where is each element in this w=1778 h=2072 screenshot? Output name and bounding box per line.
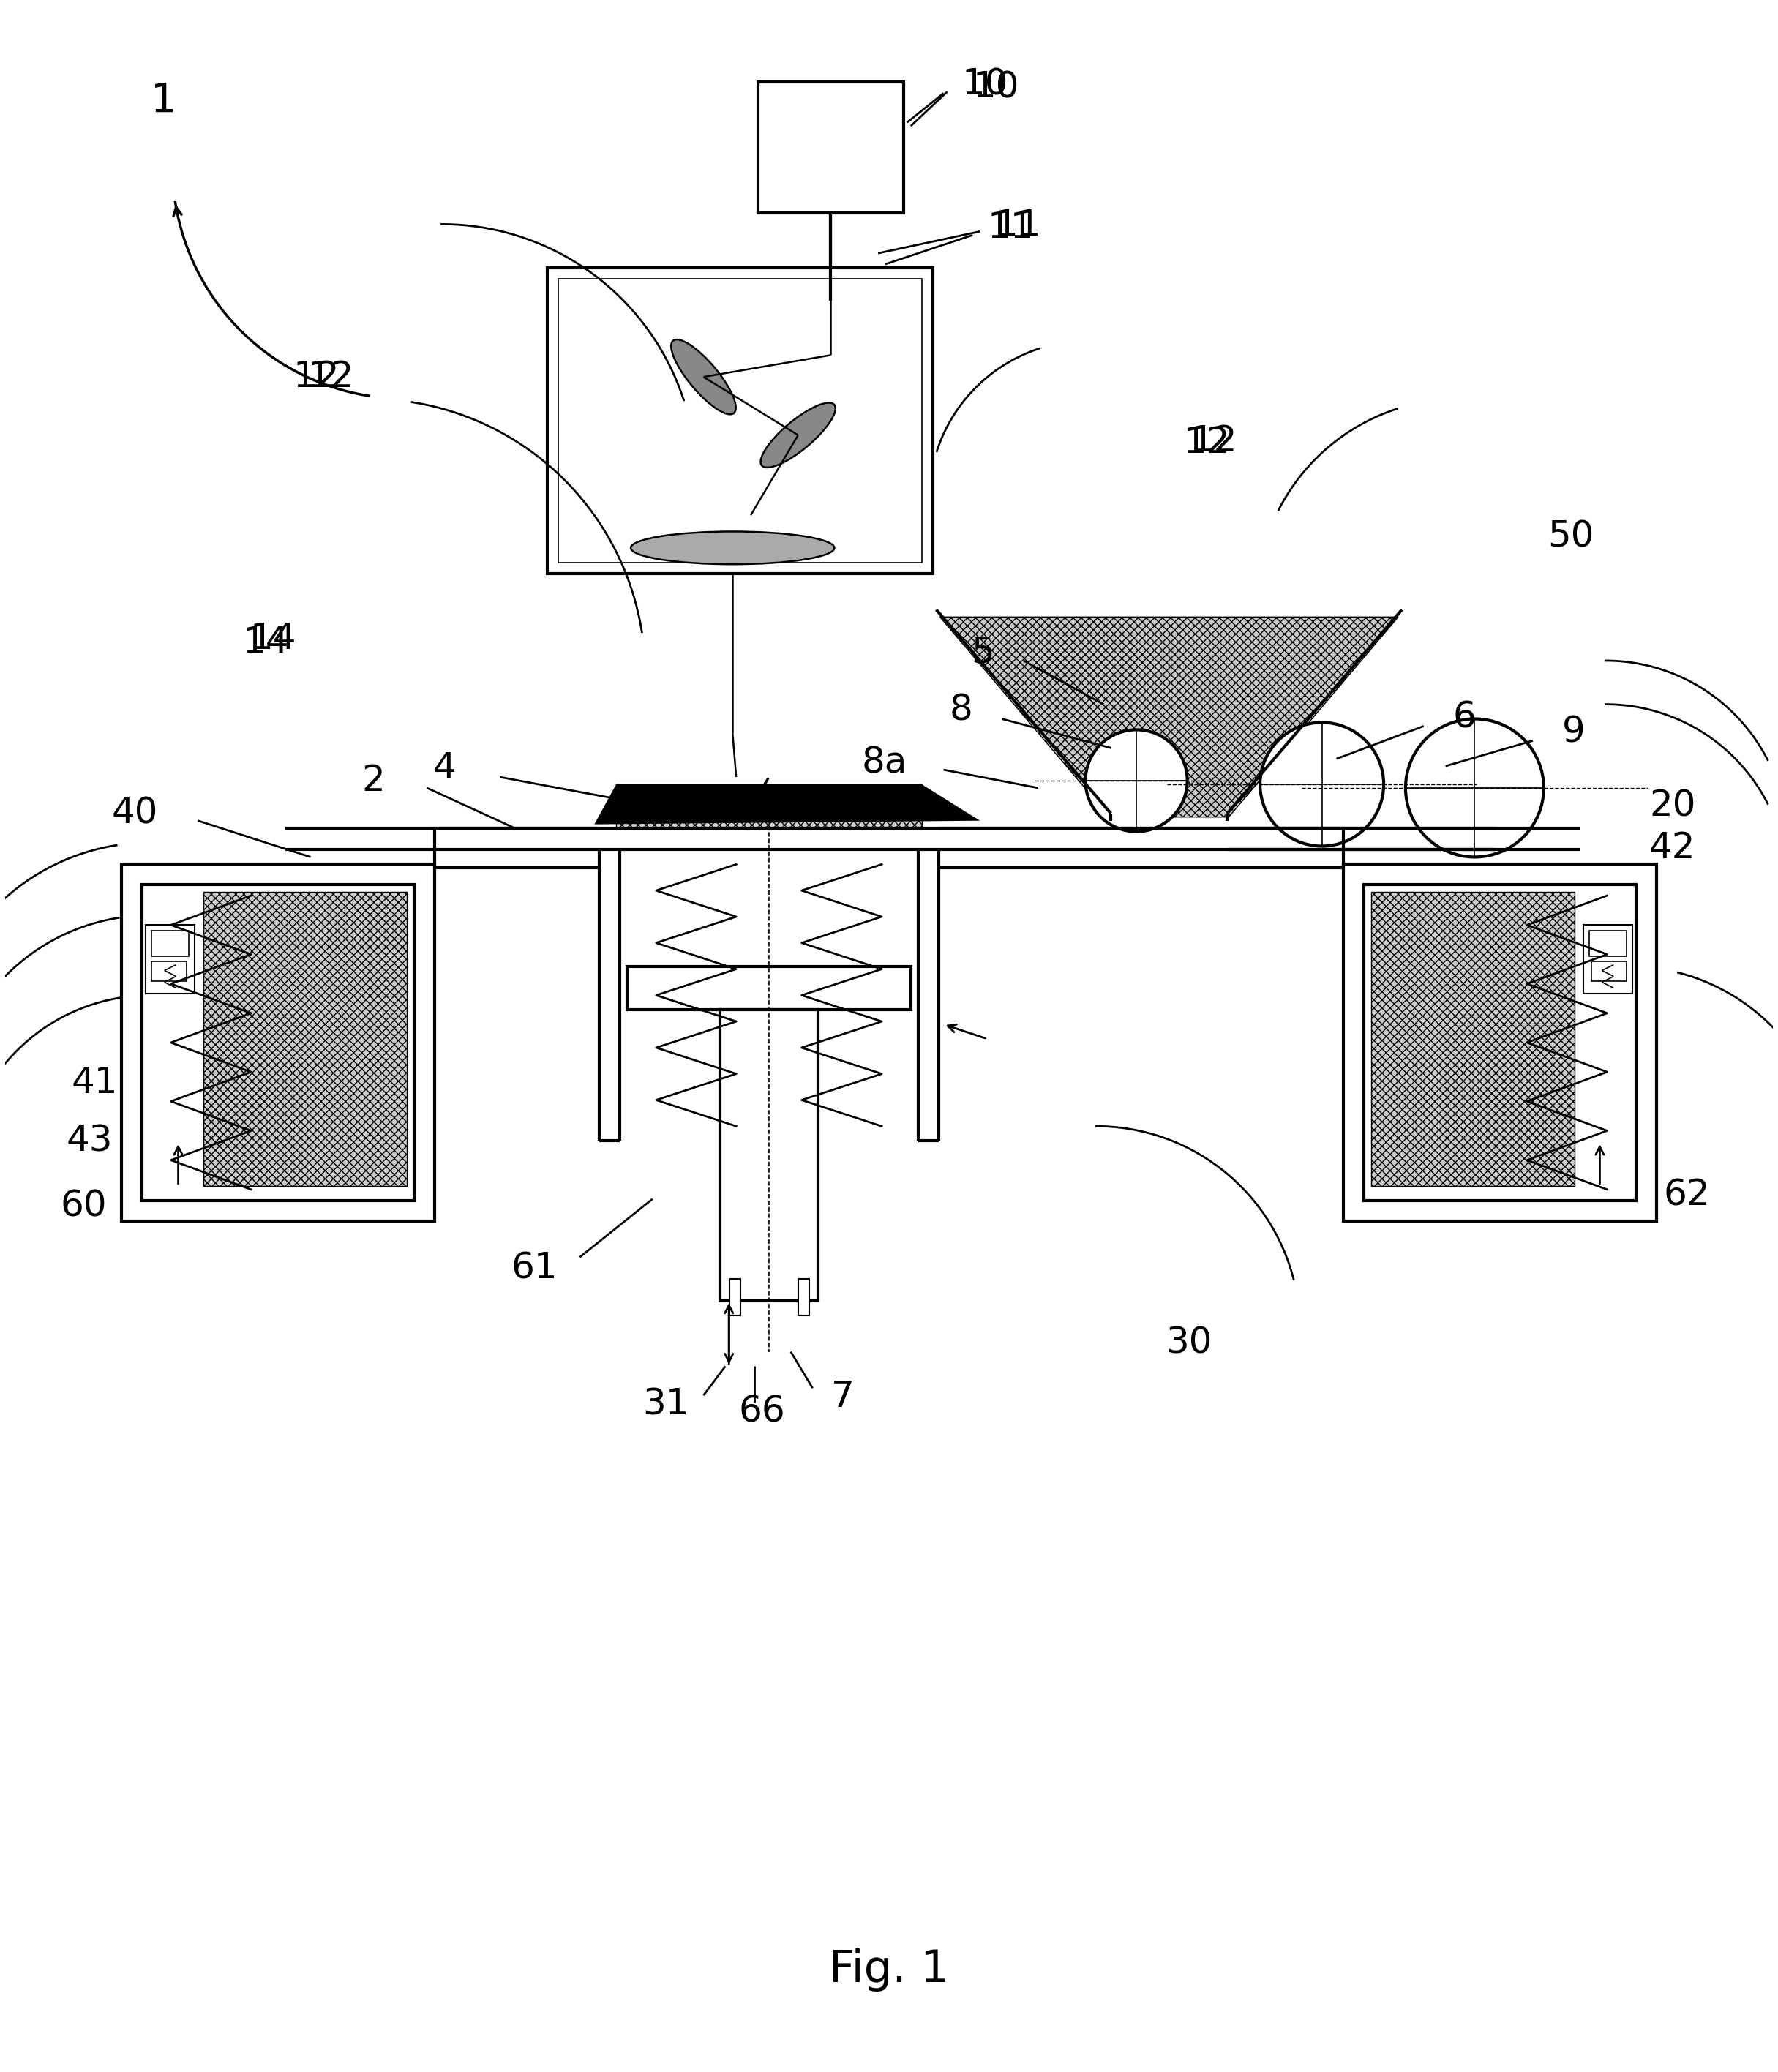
Text: 62: 62 — [1664, 1177, 1710, 1212]
Text: 9: 9 — [1561, 715, 1586, 750]
Ellipse shape — [631, 533, 834, 564]
Text: 11: 11 — [994, 207, 1040, 242]
Bar — [757, 83, 903, 213]
Text: 61: 61 — [512, 1251, 558, 1285]
Text: 12: 12 — [1184, 425, 1230, 460]
Bar — [146, 924, 196, 995]
Text: 11: 11 — [987, 209, 1033, 244]
Text: 40: 40 — [112, 796, 158, 831]
Polygon shape — [941, 617, 1398, 816]
Text: 12: 12 — [1191, 423, 1237, 458]
Text: 41: 41 — [71, 1065, 117, 1100]
Text: 7: 7 — [830, 1380, 853, 1415]
Text: 20: 20 — [1650, 789, 1696, 825]
Polygon shape — [594, 785, 980, 825]
Bar — [628, 966, 910, 1009]
Text: 12: 12 — [308, 358, 354, 394]
Text: 14: 14 — [249, 622, 297, 657]
Text: 60: 60 — [60, 1189, 107, 1225]
Polygon shape — [1371, 891, 1574, 1185]
Text: 10: 10 — [973, 70, 1019, 106]
Bar — [720, 1009, 818, 1301]
Bar — [548, 267, 933, 574]
Text: 12: 12 — [293, 358, 340, 394]
Bar — [1591, 961, 1627, 982]
Bar — [1590, 930, 1627, 955]
Circle shape — [1261, 723, 1383, 845]
Text: 4: 4 — [432, 750, 457, 785]
Text: 42: 42 — [1650, 831, 1696, 866]
Text: Fig. 1: Fig. 1 — [829, 1948, 949, 1991]
Bar — [1582, 924, 1632, 995]
Text: 5: 5 — [971, 634, 994, 669]
Text: 1: 1 — [151, 81, 176, 120]
Text: 8: 8 — [949, 692, 973, 727]
Bar — [151, 961, 187, 982]
Circle shape — [1085, 729, 1188, 831]
Ellipse shape — [761, 402, 836, 468]
Polygon shape — [204, 891, 407, 1185]
Bar — [798, 1278, 809, 1316]
Text: 30: 30 — [1165, 1326, 1213, 1361]
Circle shape — [1406, 719, 1543, 858]
Text: 31: 31 — [642, 1386, 688, 1421]
Ellipse shape — [670, 340, 736, 414]
Bar — [1344, 864, 1657, 1220]
Bar — [729, 1278, 741, 1316]
Text: 2: 2 — [361, 762, 384, 798]
Text: 8a: 8a — [862, 746, 907, 779]
Text: 6: 6 — [1453, 700, 1476, 736]
Bar — [121, 864, 434, 1220]
Bar — [1364, 885, 1636, 1200]
Text: 66: 66 — [738, 1394, 786, 1430]
Text: 10: 10 — [962, 66, 1008, 102]
Bar — [558, 280, 921, 562]
Text: 14: 14 — [242, 626, 288, 661]
Bar — [142, 885, 414, 1200]
Text: 43: 43 — [66, 1123, 112, 1158]
Polygon shape — [617, 785, 921, 829]
Bar — [151, 930, 188, 955]
Text: 50: 50 — [1547, 520, 1593, 555]
